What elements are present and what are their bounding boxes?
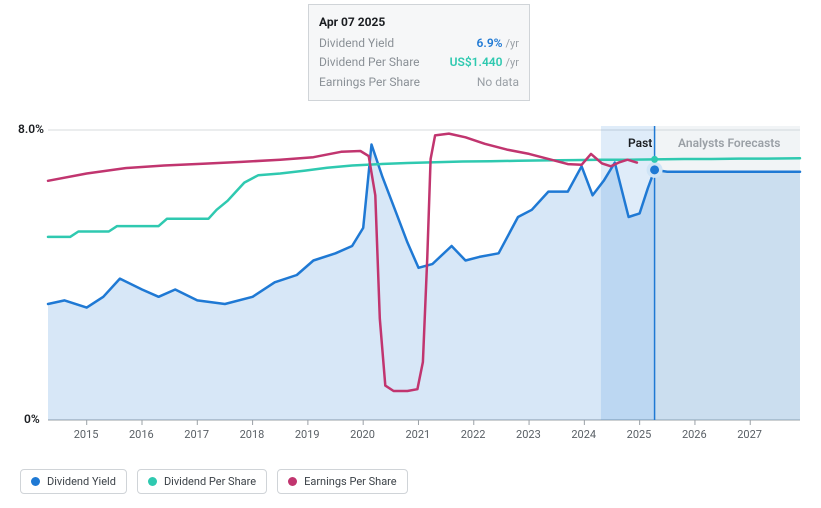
tooltip-label: Dividend Yield	[319, 34, 394, 53]
region-label-past: Past	[628, 136, 652, 150]
x-tick-label: 2020	[350, 428, 375, 441]
dividend-chart: Apr 07 2025 Dividend Yield 6.9% /yr Divi…	[0, 0, 821, 508]
x-tick-label: 2026	[682, 428, 707, 441]
x-tick-label: 2023	[516, 428, 541, 441]
y-tick-label: 0%	[24, 412, 40, 426]
legend-label: Dividend Per Share	[164, 475, 256, 488]
x-tick-label: 2024	[571, 428, 596, 441]
legend-label: Dividend Yield	[47, 475, 116, 488]
y-tick-label: 8.0%	[18, 122, 44, 136]
tooltip-row: Dividend Yield 6.9% /yr	[319, 34, 519, 53]
legend-item-dividend-yield[interactable]: Dividend Yield	[20, 469, 127, 494]
x-tick-label: 2016	[129, 428, 154, 441]
legend-swatch	[288, 477, 297, 486]
tooltip-row: Earnings Per Share No data	[319, 73, 519, 92]
x-tick-label: 2021	[405, 428, 430, 441]
legend-item-earnings-per-share[interactable]: Earnings Per Share	[277, 469, 408, 494]
region-label-forecast: Analysts Forecasts	[678, 136, 780, 150]
legend-item-dividend-per-share[interactable]: Dividend Per Share	[137, 469, 267, 494]
x-tick-label: 2025	[627, 428, 652, 441]
tooltip-value: 6.9% /yr	[477, 34, 519, 53]
legend-swatch	[31, 477, 40, 486]
tooltip-value: No data	[477, 73, 519, 92]
chart-tooltip: Apr 07 2025 Dividend Yield 6.9% /yr Divi…	[308, 4, 530, 101]
x-tick-label: 2015	[74, 428, 99, 441]
tooltip-row: Dividend Per Share US$1.440 /yr	[319, 53, 519, 72]
x-tick-label: 2017	[184, 428, 209, 441]
legend-label: Earnings Per Share	[304, 475, 397, 488]
x-tick-label: 2019	[295, 428, 320, 441]
tooltip-value: US$1.440 /yr	[450, 53, 519, 72]
x-tick-label: 2018	[240, 428, 265, 441]
x-tick-label: 2022	[461, 428, 486, 441]
x-tick-label: 2027	[737, 428, 762, 441]
tooltip-label: Dividend Per Share	[319, 53, 420, 72]
tooltip-label: Earnings Per Share	[319, 73, 420, 92]
chart-legend: Dividend Yield Dividend Per Share Earnin…	[20, 469, 408, 494]
legend-swatch	[148, 477, 157, 486]
tooltip-date: Apr 07 2025	[319, 13, 519, 32]
